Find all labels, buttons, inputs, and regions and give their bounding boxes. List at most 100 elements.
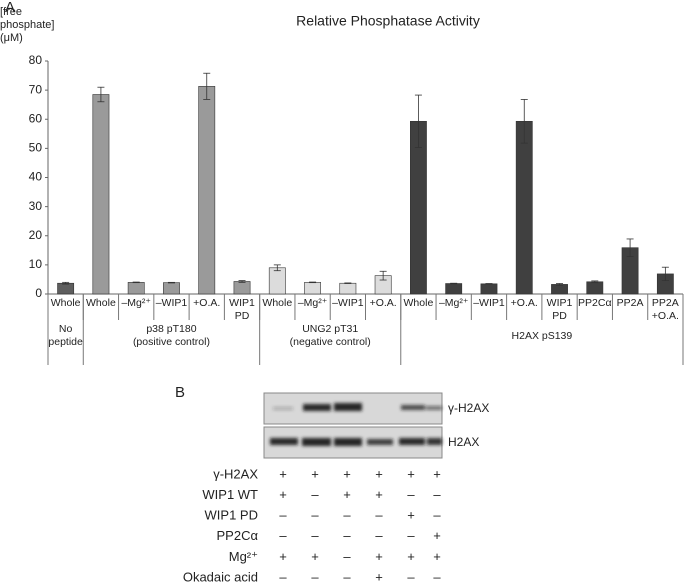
condition-value: + [311,466,319,481]
bar [163,282,180,295]
y-tick-label: 70 [29,82,43,96]
bar [57,282,75,295]
group-label: No peptide [48,323,83,348]
x-tick-label: PP2Cα [578,297,612,309]
x-tick-label: +O.A. [510,297,538,309]
condition-value: – [311,508,319,523]
blot-band [367,439,393,445]
condition-value: + [407,466,415,481]
bar [551,284,568,295]
band-label: H2AX [448,435,479,449]
condition-value: + [375,466,383,481]
x-tick-label: –Mg²⁺ [438,297,469,309]
condition-value: – [343,528,351,543]
condition-value: – [433,508,441,523]
blot-band [427,438,442,445]
condition-value: – [279,528,287,543]
condition-value: – [375,508,383,523]
y-tick-label: 60 [29,111,43,125]
blot [263,392,443,459]
x-tick-label: WIP1 PD [229,297,255,322]
condition-value: – [433,569,441,584]
x-tick-label: PP2A +O.A. [651,297,679,322]
x-tick-label: Whole [50,297,81,309]
y-tick-label: 0 [35,286,42,300]
bar [515,120,533,295]
condition-value: + [343,487,351,502]
group-label: p38 pT180 (positive control) [132,323,210,348]
blot-band [302,438,331,446]
condition-value: + [433,528,441,543]
condition-value: – [279,569,287,584]
bar [198,86,216,295]
condition-value: – [343,549,351,564]
condition-value: + [279,549,287,564]
x-tick-label: –Mg²⁺ [121,297,151,309]
y-tick-label: 20 [29,228,43,242]
condition-value: + [343,466,351,481]
condition-value: – [407,528,415,543]
bar [445,283,463,295]
x-tick-label: –WIP1 [473,297,505,309]
condition-label: γ-H2AX [213,466,258,481]
group-label: UNG2 pT31 (negative control) [289,323,371,348]
condition-value: + [433,549,441,564]
blot-band [303,404,331,411]
condition-value: – [343,508,351,523]
bar [92,94,110,295]
blot-band [273,407,293,410]
blot-band [426,406,442,410]
x-tick-label: –WIP1 [332,297,364,309]
x-tick-label: –WIP1 [155,297,188,309]
x-tick-label: +O.A. [369,297,397,309]
blot-band [334,438,362,446]
condition-label: WIP1 PD [205,508,258,523]
blot-band [334,403,362,411]
y-tick-label: 50 [29,141,43,155]
condition-value: + [407,549,415,564]
condition-value: + [279,466,287,481]
condition-label: Mg²⁺ [229,549,258,564]
x-tick-label: PP2A [616,297,644,309]
condition-value: – [407,569,415,584]
y-tick-label: 80 [29,53,43,67]
blot-band [399,438,425,445]
y-axis-label: [free phosphate] (μM) [0,6,55,44]
condition-value: – [311,528,319,543]
condition-value: – [433,487,441,502]
x-tick-label: Whole [86,297,116,309]
group-label: H2AX pS139 [511,330,573,342]
condition-value: – [343,569,351,584]
bar [480,283,498,295]
condition-value: + [279,487,287,502]
condition-label: Okadaic acid [183,569,258,584]
bar [127,282,145,295]
condition-value: – [311,569,319,584]
bar [304,282,321,295]
condition-value: + [375,549,383,564]
condition-value: – [407,487,415,502]
condition-value: + [375,487,383,502]
y-tick-label: 30 [29,199,43,213]
bar [339,282,357,295]
bar [586,281,604,295]
blot-band [270,438,298,445]
bar [233,281,251,295]
x-tick-label: –Mg²⁺ [297,297,328,309]
y-tick-label: 40 [29,170,43,184]
x-tick-label: +O.A. [193,297,221,309]
bar [268,267,286,295]
y-tick-label: 10 [29,257,43,271]
band-label: γ-H2AX [448,401,489,415]
panel-label: A [5,0,15,16]
condition-value: + [407,508,415,523]
condition-label: WIP1 WT [202,487,258,502]
chart-title: Relative Phosphatase Activity [296,13,480,29]
condition-value: – [279,508,287,523]
condition-value: + [375,569,383,584]
condition-value: – [375,528,383,543]
condition-value: + [433,466,441,481]
x-tick-label: Whole [262,297,293,309]
